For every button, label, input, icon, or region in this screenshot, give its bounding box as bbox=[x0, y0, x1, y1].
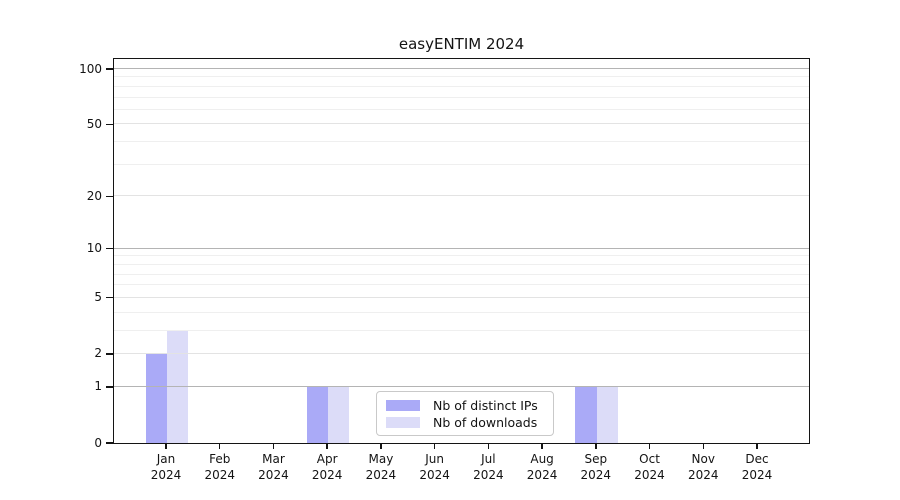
x-tick-mark bbox=[702, 444, 704, 449]
x-tick-label: Jun 2024 bbox=[419, 452, 450, 482]
bar-downloads bbox=[596, 386, 618, 443]
x-tick-label: Sep 2024 bbox=[580, 452, 612, 482]
x-tick-mark bbox=[433, 444, 436, 449]
gridline-minor bbox=[114, 141, 809, 143]
legend-entry-distinct-ips: Nb of distinct IPs bbox=[386, 397, 545, 414]
gridline-major bbox=[114, 247, 809, 249]
legend-label-distinct-ips: Nb of distinct IPs bbox=[433, 398, 538, 413]
gridline-minor bbox=[114, 85, 809, 87]
y-tick-label: 5 bbox=[94, 290, 102, 305]
x-tick-mark bbox=[648, 444, 651, 449]
y-tick-mark bbox=[105, 123, 113, 126]
legend-label-downloads: Nb of downloads bbox=[433, 415, 538, 430]
y-tick-label: 2 bbox=[94, 346, 102, 361]
x-tick-mark bbox=[541, 444, 543, 449]
x-tick-label: May 2024 bbox=[365, 452, 397, 482]
bar-downloads bbox=[328, 386, 350, 443]
gridline-major bbox=[114, 385, 809, 387]
y-tick-label: 20 bbox=[86, 188, 102, 203]
gridline-minor bbox=[114, 284, 809, 286]
y-tick-mark bbox=[105, 68, 113, 70]
y-tick-mark bbox=[105, 195, 113, 197]
gridline-minor bbox=[114, 311, 809, 313]
gridline-major bbox=[114, 123, 809, 125]
x-tick-label: Apr 2024 bbox=[311, 452, 343, 482]
x-tick-mark bbox=[165, 444, 167, 449]
x-tick-mark bbox=[326, 444, 328, 449]
y-tick-mark bbox=[105, 386, 113, 388]
gridline-major bbox=[114, 296, 809, 298]
legend-swatch-downloads bbox=[386, 417, 420, 428]
chart-title: easyENTIM 2024 bbox=[398, 35, 525, 53]
gridline-minor bbox=[114, 329, 809, 331]
x-tick-label: Nov 2024 bbox=[687, 452, 719, 482]
bar-distinct-ips bbox=[145, 353, 167, 443]
x-tick-mark bbox=[487, 444, 490, 449]
y-tick-mark bbox=[105, 442, 113, 444]
legend-entry-downloads: Nb of downloads bbox=[386, 414, 545, 431]
gridline-minor bbox=[114, 96, 809, 98]
gridline-minor bbox=[114, 273, 809, 275]
gridline-major bbox=[114, 68, 809, 69]
x-tick-label: Aug 2024 bbox=[526, 452, 558, 482]
x-tick-label: Jan 2024 bbox=[150, 452, 182, 482]
x-tick-mark bbox=[595, 444, 597, 449]
x-tick-mark bbox=[380, 444, 382, 449]
gridline-minor bbox=[114, 108, 809, 110]
x-tick-label: Dec 2024 bbox=[741, 452, 773, 482]
y-tick-label: 1 bbox=[94, 379, 102, 394]
y-tick-label: 50 bbox=[86, 116, 102, 131]
bar-distinct-ips bbox=[306, 386, 329, 443]
y-tick-label: 100 bbox=[79, 61, 102, 76]
x-tick-mark bbox=[272, 444, 275, 449]
x-tick-label: Jul 2024 bbox=[473, 452, 504, 482]
legend-swatch-distinct-ips bbox=[386, 400, 420, 411]
y-tick-mark bbox=[105, 247, 113, 250]
gridline-minor bbox=[114, 76, 809, 78]
legend: Nb of distinct IPs Nb of downloads bbox=[376, 391, 554, 436]
bar-distinct-ips bbox=[575, 386, 597, 443]
gridline-major bbox=[114, 195, 809, 197]
gridline-minor bbox=[114, 263, 809, 265]
x-tick-label: Mar 2024 bbox=[258, 452, 289, 482]
x-tick-mark bbox=[219, 444, 221, 449]
x-tick-label: Oct 2024 bbox=[634, 452, 665, 482]
x-tick-label: Feb 2024 bbox=[204, 452, 235, 482]
y-tick-label: 0 bbox=[94, 435, 102, 450]
gridline-minor bbox=[114, 255, 809, 257]
plot-area bbox=[113, 58, 810, 444]
y-tick-mark bbox=[105, 353, 113, 355]
y-tick-mark bbox=[105, 297, 113, 299]
gridline-major bbox=[114, 352, 809, 354]
gridline-minor bbox=[114, 163, 809, 165]
y-tick-label: 10 bbox=[86, 241, 102, 256]
x-tick-mark bbox=[756, 444, 758, 449]
